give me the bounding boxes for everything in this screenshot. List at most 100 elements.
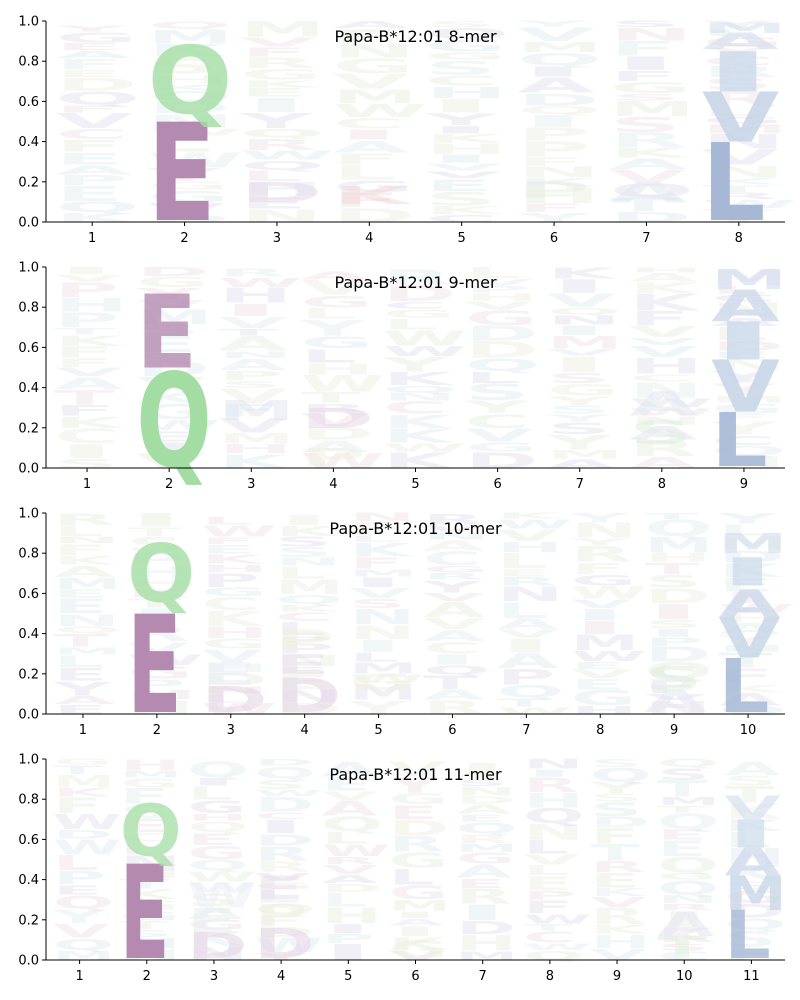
faint-letter: G xyxy=(547,381,620,400)
faint-letter: Q xyxy=(590,765,652,786)
faint-letter: V xyxy=(240,35,317,50)
faint-letter: Q xyxy=(657,853,719,878)
faint-letter: Y xyxy=(700,206,775,227)
faint-letter: D xyxy=(517,91,600,110)
logo-letter-P-pos6: P xyxy=(517,178,590,204)
faint-letter: F xyxy=(645,676,700,697)
faint-letter: I xyxy=(136,439,200,456)
logo-letter-L-pos11: L xyxy=(725,898,771,974)
faint-letter: Q xyxy=(254,901,316,919)
faint-letter: D xyxy=(609,209,692,225)
faint-letter: M xyxy=(136,306,212,329)
faint-letter: W xyxy=(383,442,467,454)
faint-letter: S xyxy=(657,765,709,784)
faint-letter: D xyxy=(275,700,341,718)
faint-letter: V xyxy=(629,336,698,347)
faint-letter: E xyxy=(53,595,108,618)
faint-letter: E xyxy=(657,828,707,843)
faint-letter: N xyxy=(120,935,181,952)
faint-letter: G xyxy=(702,34,784,50)
faint-letter: F xyxy=(240,45,308,60)
faint-letter: N xyxy=(187,944,248,964)
faint-letter: K xyxy=(497,512,562,521)
faint-letter: R xyxy=(218,267,286,280)
faint-letter: G xyxy=(383,307,456,320)
faint-letter: D xyxy=(645,585,711,608)
y-tick-label: 0.8 xyxy=(18,547,39,562)
faint-letter: G xyxy=(465,440,538,454)
faint-letter: H xyxy=(148,72,232,86)
faint-letter: H xyxy=(497,540,564,556)
faint-letter: D xyxy=(389,815,449,840)
faint-letter: L xyxy=(497,598,548,623)
faint-letter: E xyxy=(657,836,707,861)
faint-letter: S xyxy=(425,19,497,28)
faint-letter: N xyxy=(711,356,785,373)
faint-letter: F xyxy=(609,37,677,59)
faint-letter: F xyxy=(332,189,400,212)
faint-letter: V xyxy=(423,615,486,632)
faint-letter: W xyxy=(523,942,592,952)
faint-letter: I xyxy=(389,924,442,940)
faint-letter: K xyxy=(54,414,126,432)
faint-letter: K xyxy=(609,146,690,161)
faint-letter: A xyxy=(423,538,486,554)
logo-letter-Q-pos2: Q xyxy=(127,527,195,620)
faint-letter: M xyxy=(571,631,639,655)
faint-letter: N xyxy=(349,511,416,524)
faint-letter: G xyxy=(389,848,449,872)
y-tick-label: 0.8 xyxy=(18,793,39,808)
logo-letter-P-pos4: P xyxy=(301,444,366,473)
faint-letter: W xyxy=(301,449,385,473)
faint-letter: E xyxy=(718,574,773,596)
faint-letter: I xyxy=(645,627,703,639)
faint-letter: G xyxy=(571,687,637,710)
faint-letter: N xyxy=(240,206,324,226)
logo-letter-I-pos9: I xyxy=(711,311,775,372)
faint-letter: N xyxy=(517,164,601,180)
y-tick-label: 0.8 xyxy=(18,301,39,316)
logo-letter-A-pos8: A xyxy=(629,385,698,423)
faint-letter: K xyxy=(718,559,783,581)
faint-letter: V xyxy=(349,586,412,602)
faint-letter: K xyxy=(725,817,784,835)
faint-letter: A xyxy=(53,695,115,707)
faint-letter: C xyxy=(120,831,173,844)
faint-letter: A xyxy=(301,269,370,281)
faint-letter: Y xyxy=(387,773,443,798)
faint-letter: S xyxy=(54,457,118,471)
faint-letter: E xyxy=(275,670,330,693)
faint-letter: A xyxy=(321,797,377,820)
y-tick-label: 0.2 xyxy=(18,913,39,928)
faint-letter: A xyxy=(711,316,780,328)
faint-letter: A xyxy=(55,163,132,177)
faint-letter: I xyxy=(718,589,776,607)
faint-letter: P xyxy=(321,932,374,946)
faint-letter: Q xyxy=(187,819,249,836)
faint-letter: V xyxy=(425,170,502,180)
faint-letter: S xyxy=(425,57,497,79)
faint-letter: L xyxy=(275,563,326,582)
logo-letter-E-pos2: E xyxy=(136,273,197,392)
faint-letter: D xyxy=(254,925,314,940)
x-tick-label: 7 xyxy=(576,477,584,492)
logo-letter-L-pos8: L xyxy=(702,122,766,246)
faint-letter: H xyxy=(523,789,584,812)
faint-letter: I xyxy=(127,509,185,531)
faint-letter: R xyxy=(240,55,317,71)
x-tick-label: 4 xyxy=(365,231,373,246)
logo-letter-A-pos10: A xyxy=(657,906,714,944)
faint-letter: V xyxy=(523,852,580,868)
logo-letter-E-pos2: E xyxy=(148,95,216,246)
faint-letter: A xyxy=(609,156,686,173)
faint-letter: Q xyxy=(383,384,458,394)
faint-letter: E xyxy=(456,876,506,891)
logo-letter-V-pos8: V xyxy=(702,78,779,158)
faint-letter: T xyxy=(657,805,707,815)
faint-letter: V xyxy=(148,200,225,218)
faint-letter: A xyxy=(332,137,410,156)
faint-letter: G xyxy=(120,909,180,924)
faint-letter: L xyxy=(349,534,400,544)
faint-letter: V xyxy=(629,343,698,361)
logo-letter-A-pos8: A xyxy=(702,29,779,55)
